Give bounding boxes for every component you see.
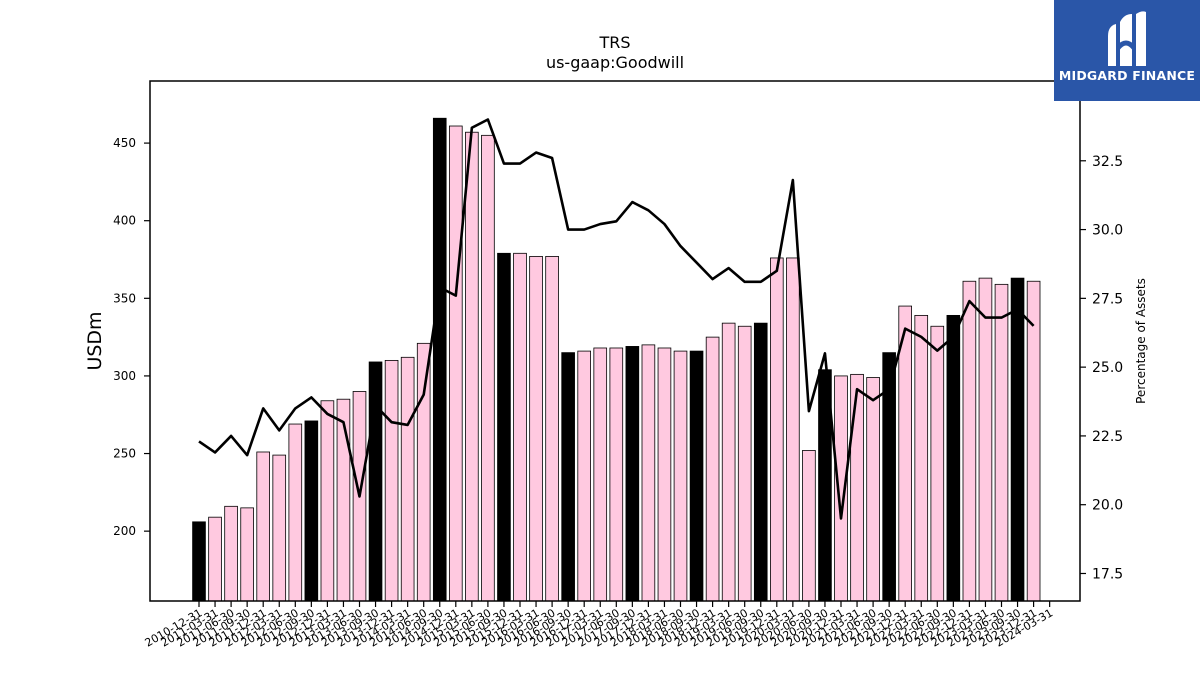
bar-2019-06-30: [737, 325, 752, 602]
bar-2015-03-31: [465, 131, 479, 602]
bar-2019-09-30: [753, 322, 768, 602]
y-right-tick-label: 20.0: [1092, 498, 1123, 514]
bar-2023-12-31: [1026, 280, 1041, 602]
bar-2016-03-31: [529, 255, 543, 602]
bar-2017-06-30: [609, 347, 624, 602]
y-axis-left-label: USDm: [84, 311, 106, 370]
bar-2013-03-31: [336, 398, 351, 602]
bar-2022-12-31: [962, 280, 977, 602]
y-left-tick-label: 450: [113, 136, 136, 150]
y-right-tick-label: 22.5: [1092, 429, 1123, 445]
bar-2015-09-30: [497, 252, 511, 602]
bar-2022-09-30: [946, 314, 961, 602]
bar-2011-03-31: [208, 516, 222, 602]
bar-2014-12-31: [448, 125, 463, 602]
bar-2015-06-30: [481, 134, 495, 602]
bar-2011-06-30: [224, 505, 238, 602]
y-left-tick-label: 300: [113, 369, 136, 383]
bar-2021-06-30: [866, 377, 880, 602]
bar-2014-03-31: [400, 356, 415, 602]
bar-2018-03-31: [657, 347, 672, 602]
percentage-line: [198, 118, 1035, 520]
y-right-tick-label: 32.5: [1092, 154, 1123, 170]
bar-2019-12-31: [770, 257, 784, 602]
bar-2021-03-31: [850, 373, 864, 602]
bar-2017-12-31: [641, 344, 656, 602]
bar-2023-03-31: [978, 277, 993, 602]
y-axis-right-label: Percentage of Assets: [1134, 278, 1148, 404]
y-axis-right: 17.5 20.0 22.5 25.0 27.5 30.0 32.5: [1080, 154, 1123, 582]
y-left-tick-label: 350: [113, 291, 136, 305]
y-axis-left: 200 250 300 350 400 450: [113, 136, 150, 538]
bar-2016-12-31: [577, 350, 591, 602]
logo-mark-icon: [1108, 11, 1146, 67]
bar-2014-09-30: [432, 117, 447, 602]
brand-logo: MIDGARD FINANCE: [1054, 0, 1200, 101]
bar-2018-06-30: [673, 350, 688, 602]
bar-2023-09-30: [1010, 277, 1025, 602]
bar-2012-12-31: [320, 400, 335, 602]
bar-2012-09-30: [304, 420, 319, 602]
bar-2013-09-30: [368, 361, 383, 602]
chart-subtitle: us-gaap:Goodwill: [546, 53, 684, 72]
y-left-tick-label: 400: [113, 214, 136, 228]
y-left-tick-label: 250: [113, 447, 136, 461]
bar-2012-03-31: [272, 454, 287, 602]
bar-2020-06-30: [802, 450, 816, 602]
bar-2016-09-30: [561, 352, 575, 602]
y-right-tick-label: 17.5: [1092, 566, 1123, 582]
bar-2023-06-30: [994, 283, 1009, 602]
bar-2011-09-30: [240, 507, 254, 602]
bar-2016-06-30: [545, 255, 559, 602]
bars-layer: [192, 117, 1041, 602]
y-right-tick-label: 30.0: [1092, 223, 1123, 239]
y-left-tick-label: 200: [113, 524, 136, 538]
bar-2022-03-31: [914, 314, 929, 602]
bar-2020-03-31: [786, 257, 800, 602]
bar-2013-12-31: [384, 359, 399, 602]
bar-2014-06-30: [416, 342, 431, 602]
bar-2022-06-30: [930, 325, 945, 602]
bar-2011-12-31: [256, 451, 270, 602]
bar-2012-06-30: [288, 423, 303, 602]
bar-2010-12-31: [192, 521, 206, 602]
y-right-tick-label: 27.5: [1092, 291, 1123, 307]
bar-2015-12-31: [513, 252, 527, 602]
plot-frame: [149, 80, 1081, 602]
bar-2018-12-31: [705, 336, 720, 602]
bar-2018-09-30: [689, 350, 704, 602]
chart-title: TRS: [598, 33, 630, 52]
y-right-tick-label: 25.0: [1092, 360, 1123, 376]
x-axis: 2010-12-312011-03-312011-06-302011-09-30…: [143, 601, 1055, 650]
bar-2019-03-31: [721, 322, 736, 602]
bar-2017-09-30: [625, 346, 640, 602]
bar-2017-03-31: [593, 347, 608, 602]
